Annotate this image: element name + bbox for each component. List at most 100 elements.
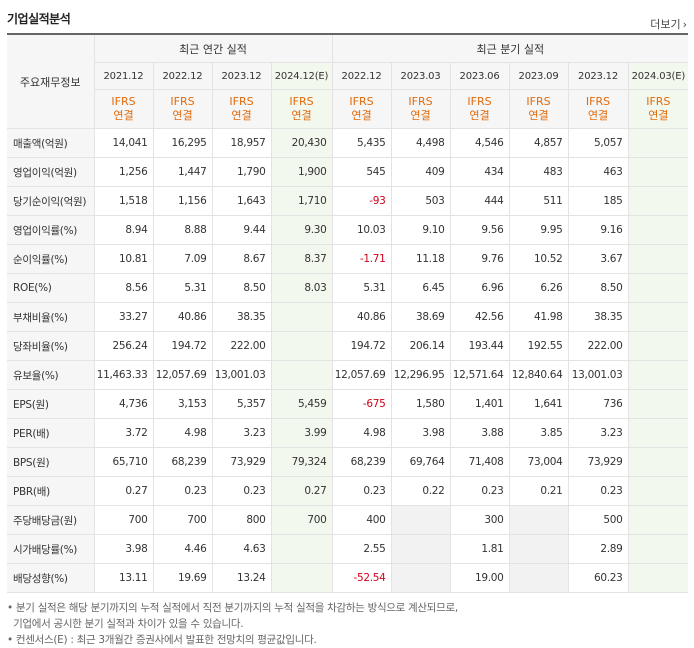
table-cell [508,563,569,593]
table-cell [627,360,689,390]
footnote-line: • 컨센서스(E) : 최근 3개월간 증권사에서 발표한 전망치의 평균값입니… [7,634,317,646]
table-cell [627,186,689,216]
table-cell: 60.23 [567,563,629,593]
table-cell: 10.52 [508,244,569,274]
table-cell: 8.94 [93,215,154,245]
consolidated-label: 연결 [231,109,252,122]
table-cell: 12,840.64 [508,360,569,390]
table-cell: 9.76 [449,244,510,274]
table-cell: 6.96 [449,273,510,303]
table-cell: 38.69 [390,302,451,332]
financial-table: 주요재무정보 최근 연간 실적 최근 분기 실적 2021.12 2022.12 2… [7,35,689,593]
table-cell [508,505,569,535]
row-label: 영업이익률(%) [7,215,95,245]
footnotes: • 분기 실적은 해당 분기까지의 누적 실적에서 직전 분기까지의 누적 실적… [7,600,458,648]
table-cell: 0.23 [152,476,213,506]
table-cell: 1,156 [152,186,213,216]
table-cell: 0.27 [93,476,154,506]
table-row: 부채비율(%) 33.27 40.86 38.35 40.86 38.69 42.56 41.… [7,302,689,332]
table-row: 시가배당률(%) 3.98 4.46 4.63 2.55 1.81 2.89 [7,534,689,564]
table-cell: 5.31 [152,273,213,303]
table-cell: 194.72 [152,331,213,361]
table-cell: 5,459 [270,389,333,419]
ifrs-basis: IFRS 연결 [449,89,510,129]
table-cell: 4.63 [211,534,272,564]
table-cell [627,389,689,419]
table-cell [627,505,689,535]
table-cell [627,302,689,332]
period-header: 2023.03 [390,62,451,90]
table-cell: 5,357 [211,389,272,419]
table-row: EPS(원) 4,736 3,153 5,357 5,459 -675 1,580 1,401… [7,389,689,419]
ifrs-basis: IFRS 연결 [94,89,154,129]
table-cell: 700 [152,505,213,535]
table-cell: 1,580 [390,389,451,419]
table-cell: 3.88 [449,418,510,448]
table-cell: 222.00 [567,331,629,361]
ifrs-label: IFRS [170,95,195,108]
more-link[interactable]: 더보기 › [650,16,687,32]
table-row: 매출액(억원) 14,041 16,295 18,957 20,430 5,435 4,49… [7,128,689,158]
chevron-right-icon: › [682,18,687,31]
table-cell: 73,929 [567,447,629,477]
table-cell: 185 [567,186,629,216]
table-cell: 20,430 [270,128,333,158]
table-cell: 700 [93,505,154,535]
table-cell: 4,546 [449,128,510,158]
table-cell: 16,295 [152,128,213,158]
table-cell: 3,153 [152,389,213,419]
table-cell: 3.23 [567,418,629,448]
table-cell: 14,041 [93,128,154,158]
table-cell: 12,571.64 [449,360,510,390]
table-cell: 33.27 [93,302,154,332]
ifrs-label: IFRS [585,95,611,108]
table-row: BPS(원) 65,710 68,239 73,929 79,324 68,239 69,7… [7,447,689,477]
period-header: 2023.09 [508,62,569,90]
table-cell: 1,401 [449,389,510,419]
more-label: 더보기 [650,18,681,31]
ifrs-basis: IFRS 연결 [627,89,689,129]
table-cell [627,418,689,448]
table-cell: 736 [567,389,629,419]
table-cell: 79,324 [270,447,333,477]
table-cell: 483 [508,157,569,187]
table-cell: 10.81 [93,244,154,274]
table-cell [627,331,689,361]
row-label: 시가배당률(%) [7,534,95,564]
ifrs-label: IFRS [349,95,374,108]
row-label: 부채비율(%) [7,302,95,332]
ifrs-label: IFRS [111,95,136,108]
table-row: 영업이익률(%) 8.94 8.88 9.44 9.30 10.03 9.10 9.56 9.9… [7,215,689,245]
table-cell [627,215,689,245]
table-cell [270,534,333,564]
table-cell: 3.85 [508,418,569,448]
table-cell: 463 [567,157,629,187]
table-cell: 38.35 [211,302,272,332]
table-cell: 6.45 [390,273,451,303]
table-row: 당좌비율(%) 256.24 194.72 222.00 194.72 206.14 193… [7,331,689,361]
table-cell: 9.30 [270,215,333,245]
table-cell: -52.54 [331,563,392,593]
row-label: 주당배당금(원) [7,505,95,535]
table-cell: 19.00 [449,563,510,593]
ifrs-label: IFRS [526,95,551,108]
table-cell: 4.98 [152,418,213,448]
table-cell: 3.99 [270,418,333,448]
table-cell: 1,447 [152,157,213,187]
table-cell: 192.55 [508,331,569,361]
table-cell: 73,929 [211,447,272,477]
table-cell: 3.67 [567,244,629,274]
table-cell: 3.23 [211,418,272,448]
table-cell: 42.56 [449,302,510,332]
table-cell: 4,857 [508,128,569,158]
row-label: 당좌비율(%) [7,331,95,361]
table-cell: 1,790 [211,157,272,187]
table-cell: 13.24 [211,563,272,593]
table-cell: 206.14 [390,331,451,361]
consolidated-label: 연결 [291,109,312,122]
table-cell: 68,239 [331,447,392,477]
table-cell: 41.98 [508,302,569,332]
quarter-header: 최근 분기 실적 [331,35,689,63]
period-header: 2022.12 [152,62,213,90]
ifrs-basis: IFRS 연결 [152,89,213,129]
